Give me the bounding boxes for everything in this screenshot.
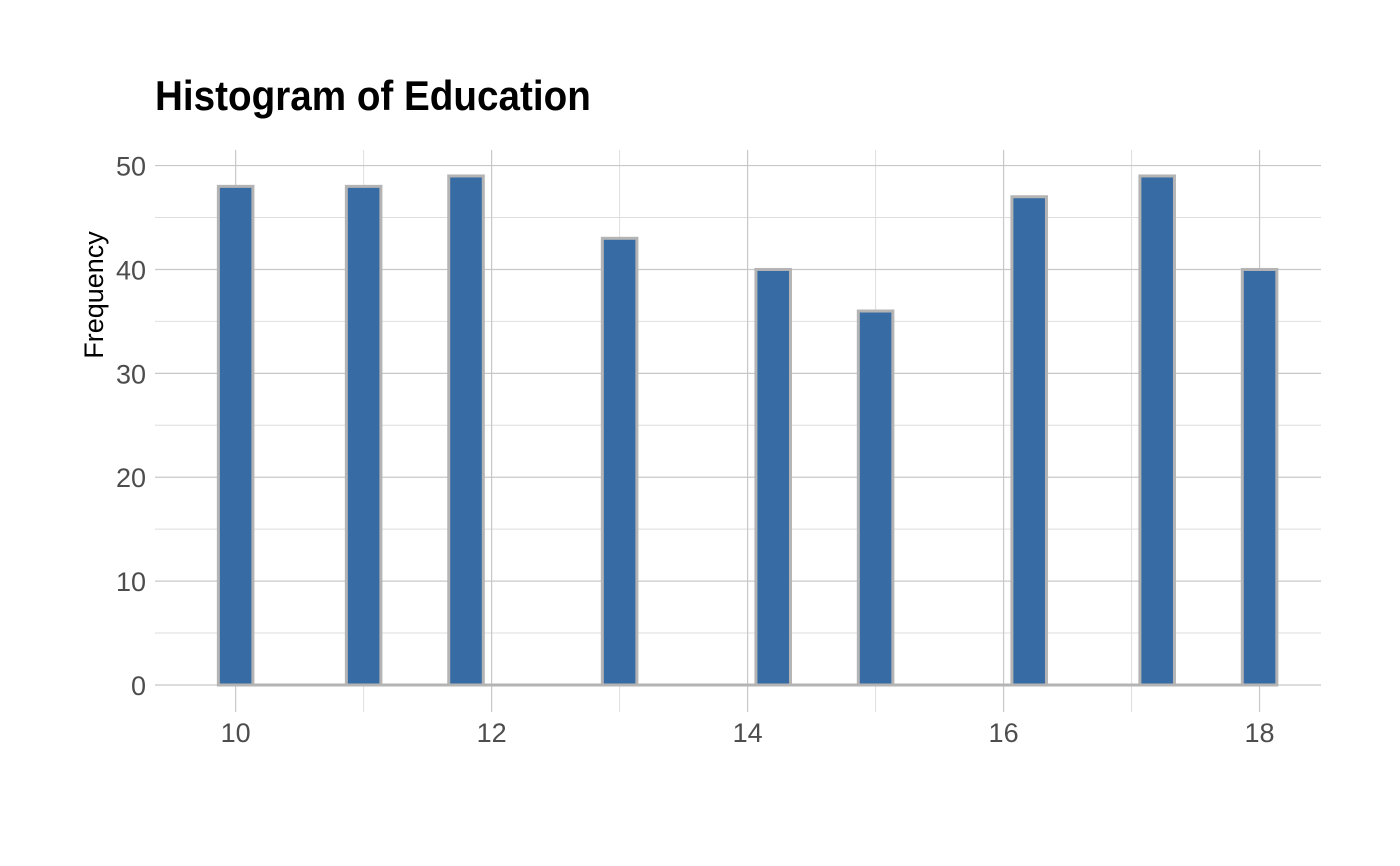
y-tick-label: 40	[116, 255, 146, 285]
histogram-bar	[1240, 267, 1279, 687]
histogram-bar	[447, 174, 485, 687]
y-tick-label: 20	[116, 463, 146, 493]
histogram-bar	[856, 309, 895, 687]
histogram-bar	[754, 267, 792, 687]
histogram-bar	[216, 184, 255, 687]
y-tick-label: 10	[116, 567, 146, 597]
y-tick-label: 30	[116, 359, 146, 389]
x-tick-label: 12	[477, 718, 507, 748]
chart-title: Histogram of Education	[155, 72, 591, 119]
y-tick-label: 50	[116, 152, 146, 182]
x-tick-label: 18	[1245, 718, 1275, 748]
y-tick-label: 0	[131, 671, 146, 701]
y-axis-title: Frequency	[79, 231, 109, 359]
histogram-bar	[1138, 174, 1176, 687]
histogram-bar	[600, 236, 639, 687]
histogram-bar	[1010, 195, 1048, 687]
x-tick-label: 10	[221, 718, 251, 748]
x-tick-label: 16	[989, 718, 1019, 748]
histogram-bar	[344, 184, 383, 687]
x-tick-label: 14	[733, 718, 763, 748]
